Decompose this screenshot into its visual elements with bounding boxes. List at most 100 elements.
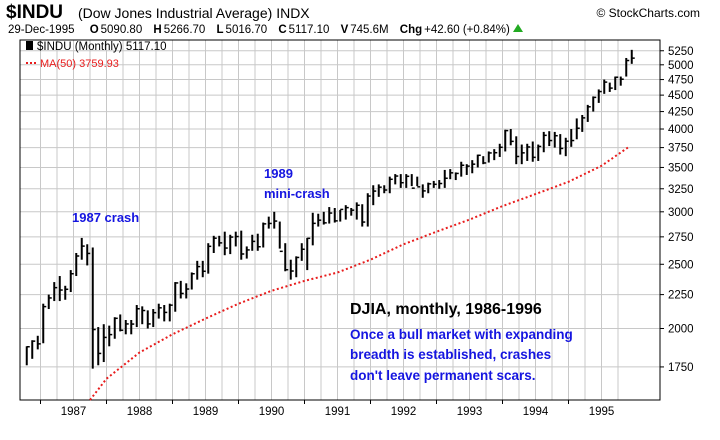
brand-label[interactable]: © StockCharts.com [596,6,700,20]
price-bar [366,193,371,227]
x-tick-label: 1995 [589,406,615,418]
price-bar [619,76,624,86]
price-bar [47,294,52,310]
up-arrow-icon [512,24,523,32]
high-value: 5266.70 [163,24,206,36]
chart-header: $INDU (Dow Jones Industrial Average) IND… [0,0,720,40]
y-tick-label: 1750 [668,362,694,374]
x-tick-label: 1992 [391,406,417,418]
price-bar [135,305,140,328]
price-bar [157,303,162,319]
price-bar [465,164,470,175]
price-bar [273,211,278,229]
x-tick-label: 1988 [127,406,153,418]
price-bar [53,282,58,302]
y-tick-label: 2000 [668,323,694,335]
price-bar [394,174,399,185]
price-bar [515,136,520,165]
price-bar [559,134,564,155]
price-bar [306,237,311,271]
price-bar [108,325,113,347]
textbox-title: DJIA, monthly, 1986-1996 [350,301,542,318]
price-bar [581,114,586,132]
price-bar [443,169,448,188]
price-bar [344,205,349,220]
price-bar [361,204,366,227]
price-bar [25,346,30,366]
price-bar [548,131,553,147]
price-bar [586,104,591,122]
price-bar [564,137,569,157]
x-axis: 1987 1988 1989 1990 1991 1992 1993 1994 1995 [40,400,615,418]
price-bar [355,202,360,220]
price-bar [75,252,80,277]
price-bar [454,172,459,181]
price-bar [399,174,404,188]
price-bar [207,243,212,274]
price-bar [262,222,267,248]
open-value: 5090.80 [100,24,143,36]
legend-price: $INDU (Monthly) 5117.10 [37,41,167,53]
price-bar [432,180,437,188]
price-bar [608,82,613,92]
ma50-path [89,145,630,401]
annotation-1987-crash: 1987 crash [72,210,139,225]
price-bar [229,234,234,255]
price-bar [476,154,481,168]
price-bar [388,176,393,194]
price-bar [328,207,333,224]
index-name: (Dow Jones Industrial Average) INDX [78,5,310,21]
price-bar [553,131,558,148]
y-tick-label: 3500 [668,162,694,174]
price-bar [69,270,74,293]
close-value: 5117.10 [288,24,330,36]
price-bar [537,144,542,161]
y-tick-label: 4250 [668,107,694,119]
price-bar [333,207,338,223]
price-bars [25,49,635,369]
y-tick-label: 4750 [668,75,694,87]
price-bar [339,208,344,222]
price-bar [520,144,525,165]
price-bar [179,280,184,299]
price-bar [438,180,443,189]
y-tick-label: 4000 [668,124,694,136]
price-bar [267,216,272,229]
price-bar [174,282,179,312]
price-bar [86,244,91,266]
price-bar [64,285,69,300]
y-tick-label: 3750 [668,143,694,155]
price-bar [597,89,602,103]
price-bar [542,131,547,153]
x-tick-label: 1987 [61,406,87,418]
price-bar [482,156,487,165]
price-bar [531,141,536,162]
volume-value: 745.6M [350,24,389,36]
price-bar [487,151,492,163]
price-bar [146,310,151,329]
price-bar [372,185,377,206]
price-bar [124,319,129,335]
price-bar [168,303,173,322]
price-bar [614,76,619,91]
price-bar [405,174,410,188]
price-bar [119,314,124,332]
change-value: +42.60 (+0.84%) [424,24,510,36]
price-bar [58,276,63,302]
price-bar [91,247,96,369]
price-bar [42,303,47,344]
y-tick-label: 3250 [668,184,694,196]
price-bar [163,305,168,322]
price-bar [245,246,250,259]
x-tick-label: 1991 [325,406,351,418]
price-bar [317,213,322,227]
price-bar [630,49,635,64]
textbox-line1: Once a bull market with expanding [350,327,573,342]
price-bar [449,169,454,180]
price-bar [421,184,426,198]
price-bar [509,129,514,146]
y-tick-label: 5000 [668,60,694,72]
price-bar [416,176,421,188]
price-bar [493,149,498,161]
